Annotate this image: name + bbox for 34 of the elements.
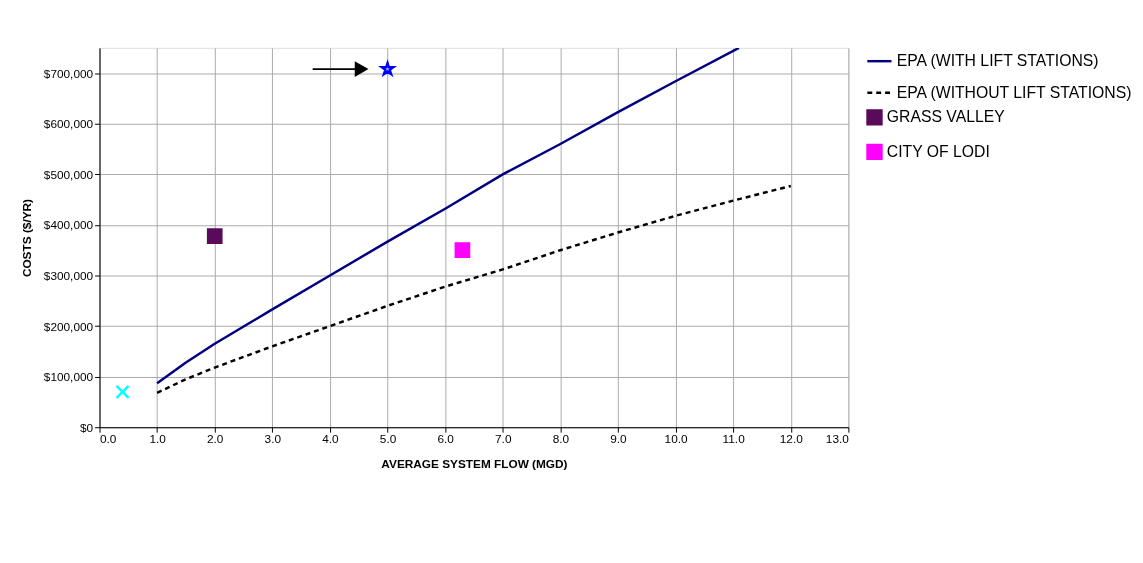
x-tick-label: 3.0 (264, 432, 282, 447)
x-tick-label: 13.0 (825, 432, 850, 447)
legend-label: EPA (WITHOUT LIFT STATIONS) (896, 83, 1132, 101)
x-tick-label: 9.0 (610, 432, 628, 447)
x-tick-label: 12.0 (779, 432, 804, 447)
y-tick-label: $0 (79, 420, 94, 435)
x-tick-label: 7.0 (495, 432, 512, 447)
x-tick-label: 1.0 (149, 432, 167, 447)
line-series (155, 184, 793, 395)
x-tick-label: 11.0 (722, 432, 746, 447)
legend-label: EPA (WITH LIFT STATIONS) (896, 52, 1099, 70)
line-series (155, 47, 741, 385)
y-axis-title: COSTS ($/YR) (19, 198, 34, 278)
y-tick-label: $300,000 (43, 268, 94, 283)
y-tick-label: $400,000 (43, 218, 94, 233)
point (115, 384, 130, 400)
y-tick-label: $700,000 (43, 66, 94, 81)
x-tick-label: 10.0 (664, 432, 688, 447)
y-tick-label: $500,000 (43, 167, 94, 182)
legend-label: CITY OF LODI (886, 142, 990, 160)
x-tick-label: 0.0 (100, 432, 117, 447)
x-axis-title: AVERAGE SYSTEM FLOW (MGD) (381, 457, 568, 472)
x-tick-label: 4.0 (322, 432, 340, 447)
x-tick-label: 6.0 (437, 432, 455, 447)
y-tick-label: $100,000 (43, 370, 94, 385)
x-tick-label: 5.0 (379, 432, 397, 447)
point (206, 228, 223, 244)
x-tick-label: 2.0 (207, 432, 224, 447)
legend-label: GRASS VALLEY (886, 108, 1006, 126)
point (454, 242, 471, 259)
y-tick-label: $200,000 (43, 319, 94, 334)
y-tick-label: $600,000 (43, 117, 94, 132)
x-tick-label: 8.0 (552, 432, 570, 447)
point (378, 59, 397, 78)
